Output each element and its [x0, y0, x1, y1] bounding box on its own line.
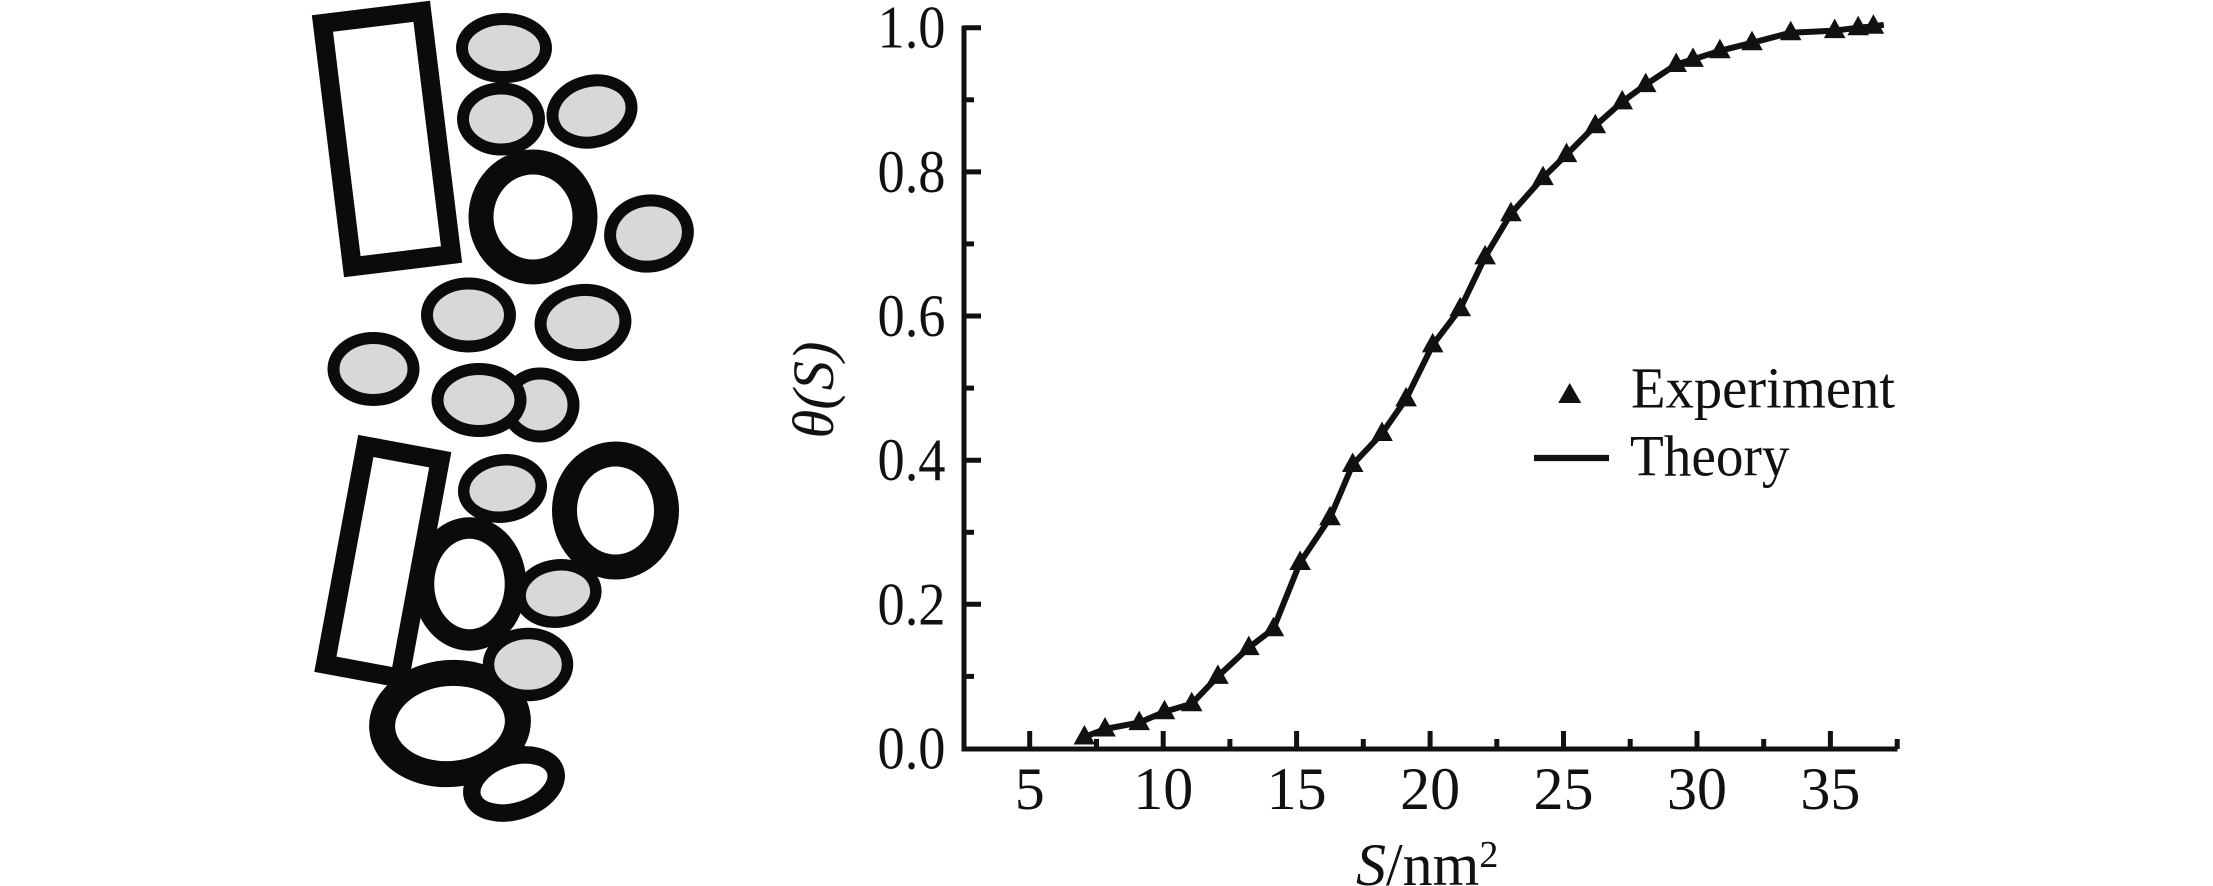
svg-text:30: 30: [1667, 756, 1727, 822]
svg-text:S/nm2: S/nm2: [1356, 832, 1498, 886]
svg-text:10: 10: [1133, 756, 1193, 822]
svg-text:0.4: 0.4: [878, 427, 946, 493]
svg-text:1.0: 1.0: [878, 0, 946, 61]
svg-text:20: 20: [1400, 756, 1460, 822]
svg-text:15: 15: [1267, 756, 1327, 822]
svg-text:25: 25: [1534, 756, 1594, 822]
svg-text:θ(S): θ(S): [781, 342, 846, 439]
svg-text:0.2: 0.2: [878, 571, 946, 637]
svg-text:0.0: 0.0: [878, 716, 946, 782]
svg-text:5: 5: [1015, 756, 1045, 822]
svg-text:0.8: 0.8: [878, 139, 946, 205]
svg-text:Theory: Theory: [1630, 424, 1790, 489]
svg-text:0.6: 0.6: [878, 283, 946, 349]
svg-text:35: 35: [1800, 756, 1860, 822]
svg-text:Experiment: Experiment: [1631, 355, 1895, 420]
